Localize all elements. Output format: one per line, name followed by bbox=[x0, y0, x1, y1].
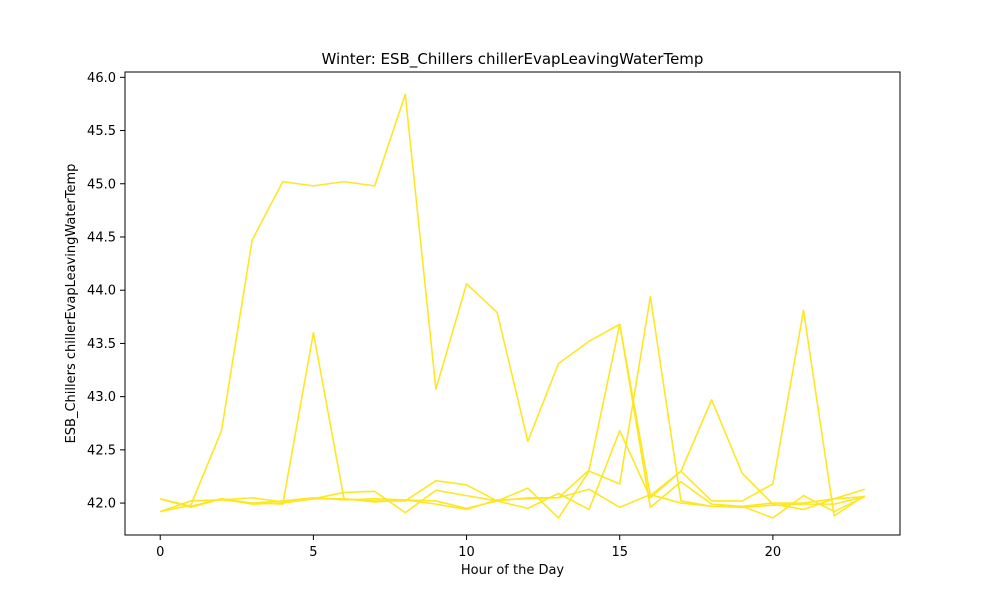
series-line-1 bbox=[160, 93, 866, 517]
y-axis-ticks: 42.0 42.5 43.0 43.5 44.0 44.5 45.0 45.5 46.0 bbox=[87, 71, 125, 512]
y-tick-label: 45.0 bbox=[87, 177, 116, 192]
series-lines bbox=[159, 93, 866, 519]
x-tick-label: 15 bbox=[611, 545, 628, 560]
y-tick-label: 45.5 bbox=[87, 124, 116, 139]
y-tick-label: 42.0 bbox=[87, 497, 116, 512]
x-tick-label: 20 bbox=[765, 545, 782, 560]
y-tick-label: 43.0 bbox=[87, 390, 116, 405]
series-line-4 bbox=[160, 399, 866, 514]
y-tick-label: 44.0 bbox=[87, 284, 116, 299]
x-tick-label: 0 bbox=[156, 545, 164, 560]
y-tick-label: 44.5 bbox=[87, 230, 116, 245]
x-axis-ticks: 0 5 10 15 20 bbox=[156, 535, 781, 560]
series-line-3 bbox=[190, 295, 865, 519]
y-axis-label: ESB_Chillers chillerEvapLeavingWaterTemp bbox=[64, 164, 79, 444]
plot-area-frame bbox=[124, 71, 901, 536]
series-line-5 bbox=[159, 488, 865, 513]
y-tick-label: 43.5 bbox=[87, 337, 116, 352]
x-tick-label: 5 bbox=[309, 545, 317, 560]
y-tick-label: 46.0 bbox=[87, 71, 116, 86]
x-axis-label: Hour of the Day bbox=[461, 563, 565, 578]
y-tick-label: 42.5 bbox=[87, 443, 116, 458]
series-line-2 bbox=[160, 323, 866, 519]
chart-title: Winter: ESB_Chillers chillerEvapLeavingW… bbox=[322, 50, 704, 69]
x-tick-label: 10 bbox=[458, 545, 475, 560]
